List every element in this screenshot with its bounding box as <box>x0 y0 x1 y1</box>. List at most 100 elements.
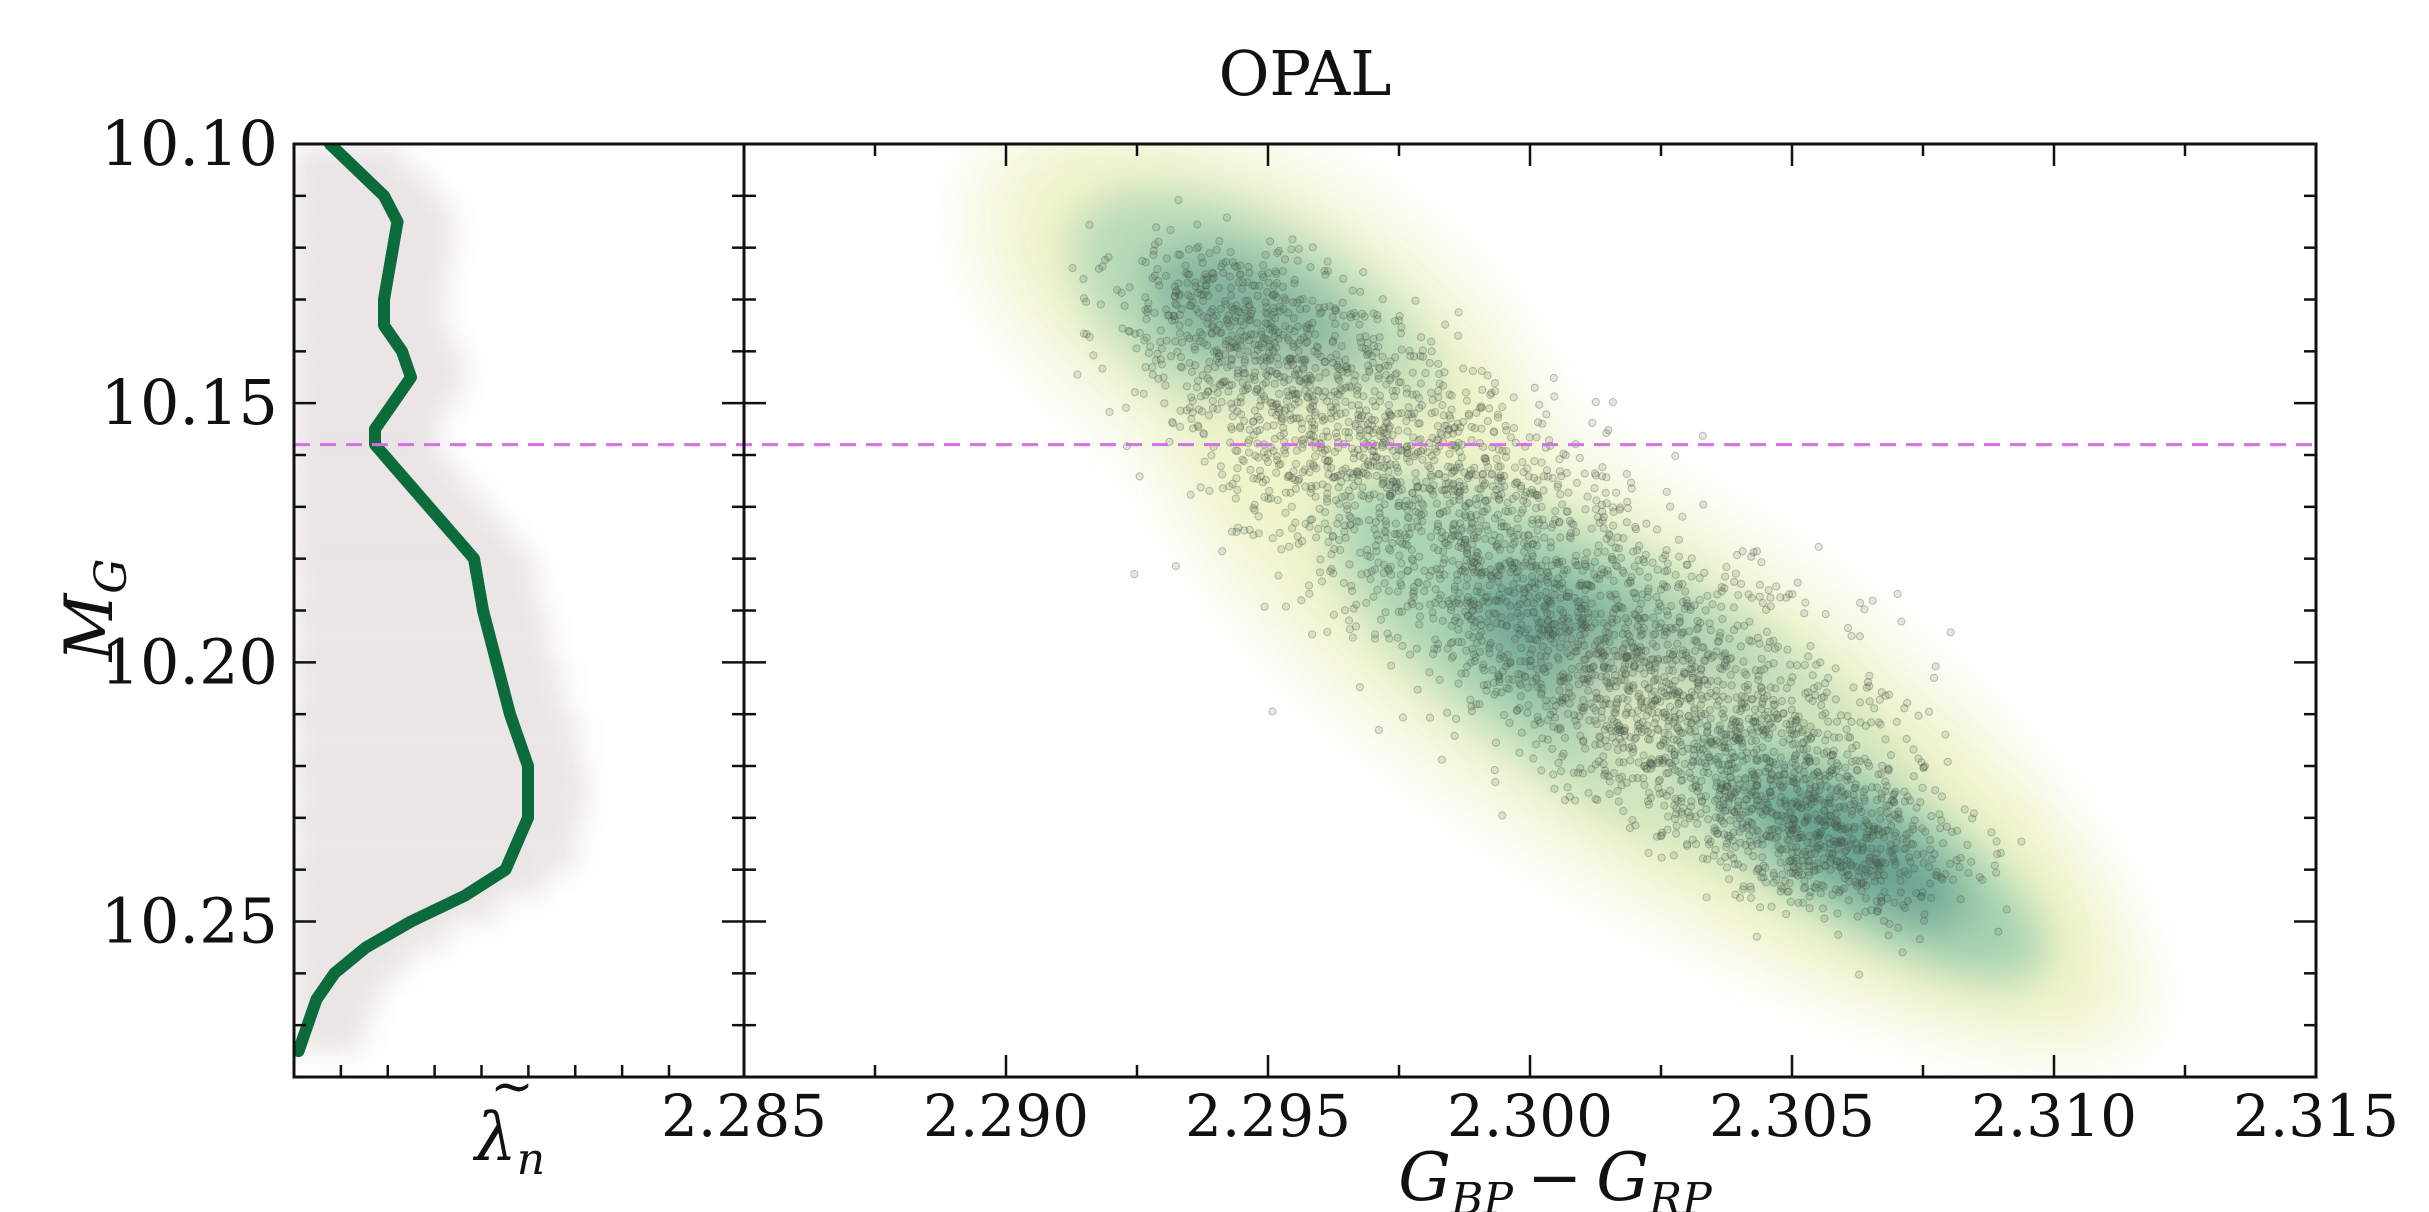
scatter-point <box>1173 347 1182 356</box>
scatter-point <box>1722 863 1732 872</box>
scatter-point <box>1303 392 1312 401</box>
scatter-point <box>1703 722 1712 731</box>
scatter-point <box>1286 354 1295 363</box>
scatter-point <box>1769 871 1779 880</box>
scatter-point <box>1599 760 1608 769</box>
scatter-point <box>1773 833 1782 842</box>
scatter-point <box>1591 706 1601 715</box>
scatter-point <box>1161 381 1170 390</box>
x-tick-label: 2.295 <box>1185 1082 1351 1150</box>
scatter-point <box>1626 478 1636 487</box>
scatter-point <box>1846 775 1856 784</box>
scatter-point <box>1693 732 1702 742</box>
scatter-point <box>1250 375 1259 385</box>
scatter-point <box>1432 499 1441 508</box>
scatter-point <box>1305 522 1314 531</box>
scatter-point <box>1227 356 1236 365</box>
scatter-point <box>1378 443 1387 452</box>
scatter-point <box>1364 412 1373 421</box>
scatter-point <box>1563 628 1572 637</box>
scatter-point <box>1273 248 1282 258</box>
scatter-point <box>1631 522 1640 532</box>
scatter-point <box>1373 585 1382 595</box>
scatter-point <box>1640 558 1649 567</box>
scatter-point <box>1369 447 1379 456</box>
scatter-point <box>1354 410 1363 419</box>
scatter-point <box>1450 616 1459 625</box>
scatter-point <box>1208 404 1218 413</box>
scatter-point <box>1384 401 1394 410</box>
scatter-point <box>1602 672 1611 681</box>
scatter-point <box>1289 467 1298 476</box>
scatter-point <box>1184 291 1193 300</box>
scatter-point <box>1233 446 1242 455</box>
scatter-point <box>1797 870 1807 879</box>
scatter-point <box>1465 499 1474 508</box>
scatter-point <box>1412 644 1421 653</box>
scatter-point <box>1931 662 1940 671</box>
scatter-point <box>1569 768 1578 777</box>
scatter-point <box>1533 526 1542 535</box>
scatter-point <box>1619 644 1628 653</box>
scatter-point <box>1299 365 1308 374</box>
scatter-point <box>1233 398 1242 407</box>
scatter-point <box>1814 542 1823 552</box>
scatter-point <box>1763 707 1773 716</box>
scatter-point <box>1417 333 1426 342</box>
scatter-point <box>1374 342 1383 351</box>
scatter-point <box>1411 469 1420 478</box>
scatter-point <box>1560 733 1570 743</box>
scatter-point <box>1489 609 1498 618</box>
scatter-point <box>1947 827 1957 837</box>
scatter-point <box>1673 639 1682 648</box>
scatter-point <box>1640 669 1649 678</box>
scatter-point <box>1545 597 1554 606</box>
scatter-point <box>1443 644 1452 653</box>
scatter-point <box>1305 430 1314 439</box>
scatter-point <box>1678 579 1687 589</box>
scatter-point <box>1120 301 1129 310</box>
scatter-point <box>1226 248 1235 257</box>
scatter-point <box>1653 724 1662 734</box>
scatter-point <box>1572 527 1581 537</box>
scatter-point <box>1740 682 1750 691</box>
scatter-point <box>1303 337 1312 346</box>
scatter-point <box>1925 707 1934 716</box>
scatter-point <box>1130 388 1140 397</box>
scatter-point <box>1635 567 1644 576</box>
scatter-point <box>1243 384 1253 393</box>
scatter-point <box>1754 864 1763 873</box>
scatter-point <box>1082 330 1091 339</box>
scatter-point <box>1372 530 1381 540</box>
scatter-point <box>1866 834 1875 843</box>
scatter-point <box>1867 906 1876 915</box>
scatter-point <box>1365 516 1374 525</box>
scatter-point <box>1457 524 1467 533</box>
scatter-point <box>1396 537 1405 546</box>
scatter-point <box>1844 772 1853 781</box>
scatter-point <box>1168 419 1178 428</box>
scatter-point <box>1297 355 1307 364</box>
scatter-point <box>1594 541 1603 550</box>
scatter-point <box>1884 764 1893 773</box>
scatter-point <box>1294 339 1303 348</box>
scatter-point <box>1695 595 1704 605</box>
scatter-point <box>1367 415 1376 424</box>
scatter-point <box>1495 675 1504 684</box>
scatter-point <box>1522 598 1532 608</box>
scatter-point <box>1914 711 1923 720</box>
scatter-point <box>1607 552 1616 562</box>
scatter-point <box>1571 551 1581 560</box>
scatter-point <box>1098 364 1107 373</box>
scatter-point <box>1653 694 1662 703</box>
scatter-point <box>1499 711 1509 720</box>
scatter-point <box>1784 836 1794 845</box>
scatter-point <box>1591 671 1600 680</box>
scatter-point <box>1475 647 1485 656</box>
scatter-point <box>1791 865 1800 874</box>
scatter-point <box>1438 616 1447 625</box>
scatter-point <box>1749 852 1758 861</box>
scatter-point <box>1514 567 1523 576</box>
scatter-point <box>1434 436 1443 445</box>
scatter-point <box>1412 477 1421 486</box>
